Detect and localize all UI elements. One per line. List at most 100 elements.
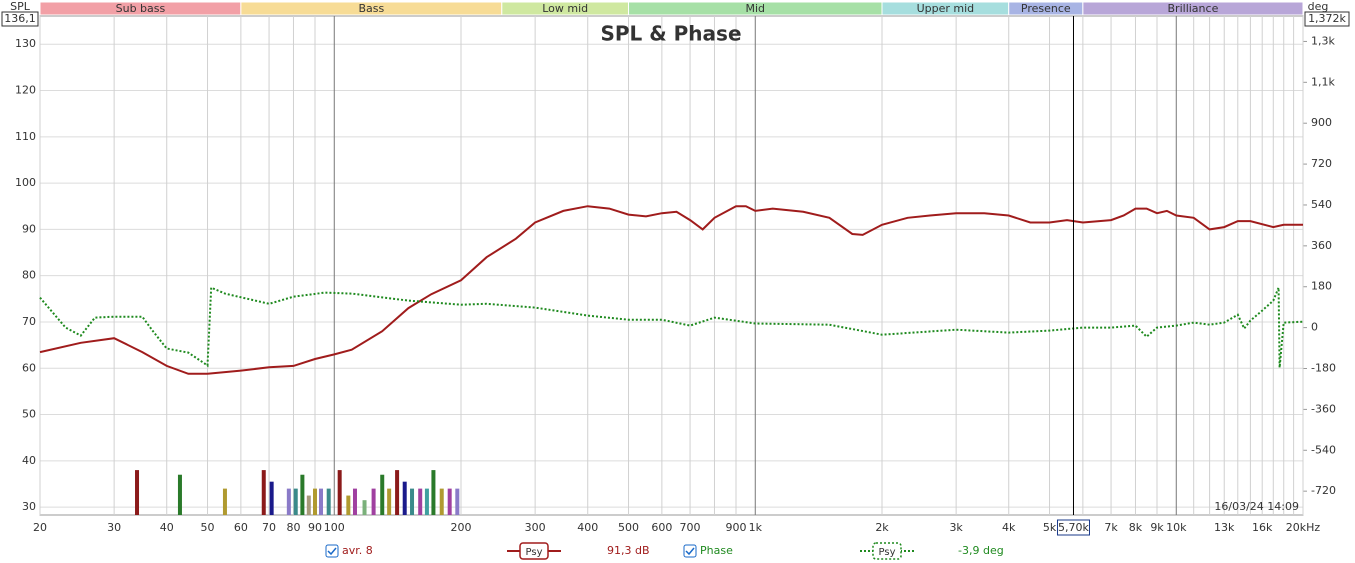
y-tick-label: 30 [22,500,36,513]
bar [439,488,444,515]
legend-label: Phase [700,544,733,557]
bar [177,474,182,515]
legend-box[interactable] [872,542,902,560]
y2-tick-label: 1,3k [1311,34,1335,47]
bar [395,470,400,515]
bar [418,488,423,515]
x-tick-label: 900 [726,521,747,534]
band-label: Upper mid [917,2,975,15]
y2-tick-label: 180 [1311,280,1332,293]
y2-tick-label: -540 [1311,443,1336,456]
bar [431,470,436,515]
y-tick-label: 90 [22,222,36,235]
y-tick-label: 70 [22,315,36,328]
y-tick-label: 60 [22,361,36,374]
band-label: Brilliance [1168,2,1219,15]
bar [326,488,331,515]
band-label: Presence [1021,2,1071,15]
y2-axis-title: deg [1308,0,1329,13]
bar [306,495,311,515]
x-tick-label: 30 [107,521,121,534]
series-line [39,286,1304,368]
bar [447,488,452,515]
legend-entry: Psy [526,547,543,558]
y2-tick-label: 720 [1311,157,1332,170]
x-tick-label: 5k [1043,521,1057,534]
bar [135,470,140,515]
checkmark [685,547,695,556]
cursor-label: 5,70k [1058,521,1089,534]
x-tick-label: 40 [160,521,174,534]
x-tick-label: 3k [949,521,963,534]
y2-tick-label: 540 [1311,198,1332,211]
x-tick-label: 80 [286,521,300,534]
y2-top-label: 1,372k [1308,12,1346,25]
x-tick-label: 200 [451,521,472,534]
band [1082,1,1304,16]
band-label: Sub bass [116,2,166,15]
y2-tick-label: 360 [1311,239,1332,252]
plot-area [39,15,1304,516]
bar [222,488,227,515]
legend-label: avr. 8 [342,544,373,557]
label-box [1,11,39,27]
y-tick-label: 130 [15,37,36,50]
bar [337,470,342,515]
cursor-box [1056,519,1090,536]
x-tick-label: 600 [651,521,672,534]
x-tick-label: 90 [308,521,322,534]
bar [286,488,291,515]
x-tick-label: 9k [1150,521,1164,534]
bar [371,488,376,515]
bar [387,488,392,515]
bar [293,488,298,515]
y-tick-label: 120 [15,84,36,97]
x-tick-label: 100 [324,521,345,534]
x-tick-label: 16k [1252,521,1273,534]
x-tick-label: 300 [525,521,546,534]
y2-tick-label: 900 [1311,116,1332,129]
bar [362,500,367,515]
checkbox[interactable] [683,544,697,558]
y-tick-label: 100 [15,176,36,189]
bar [352,488,357,515]
bar [318,488,323,515]
x-tick-label: 20kHz [1286,521,1321,534]
y2-tick-label: 1,1k [1311,75,1335,88]
y2-tick-label: 0 [1311,321,1318,334]
checkbox[interactable] [325,544,339,558]
x-tick-label: 13k [1214,521,1235,534]
x-tick-label: 70 [262,521,276,534]
label-box [1304,11,1350,27]
x-tick-label: 8k [1129,521,1143,534]
y-axis-title: SPL [10,0,31,13]
legend-box[interactable] [519,542,549,560]
y-top-label: 136,1 [4,12,36,25]
y-tick-label: 50 [22,408,36,421]
checkmark [327,547,337,556]
band-label: Mid [746,2,766,15]
bar [300,474,305,515]
y2-tick-label: -720 [1311,484,1336,497]
legend-entry: Psy [879,547,896,558]
y-tick-label: 80 [22,269,36,282]
x-tick-label: 50 [201,521,215,534]
bar [402,481,407,515]
timestamp: 16/03/24 14:09 [1214,500,1299,513]
readout: -3,9 deg [958,544,1004,557]
bar [380,474,385,515]
x-tick-label: 4k [1002,521,1016,534]
bar [455,488,460,515]
x-tick-label: 7k [1104,521,1118,534]
band-label: Low mid [542,2,588,15]
bar [269,481,274,515]
bar [261,470,266,515]
x-tick-label: 700 [680,521,701,534]
chart-title: SPL & Phase [600,22,741,46]
x-tick-label: 10k [1166,521,1187,534]
x-tick-label: 1k [749,521,763,534]
x-tick-label: 500 [618,521,639,534]
band-label: Bass [358,2,384,15]
bar [313,488,318,515]
